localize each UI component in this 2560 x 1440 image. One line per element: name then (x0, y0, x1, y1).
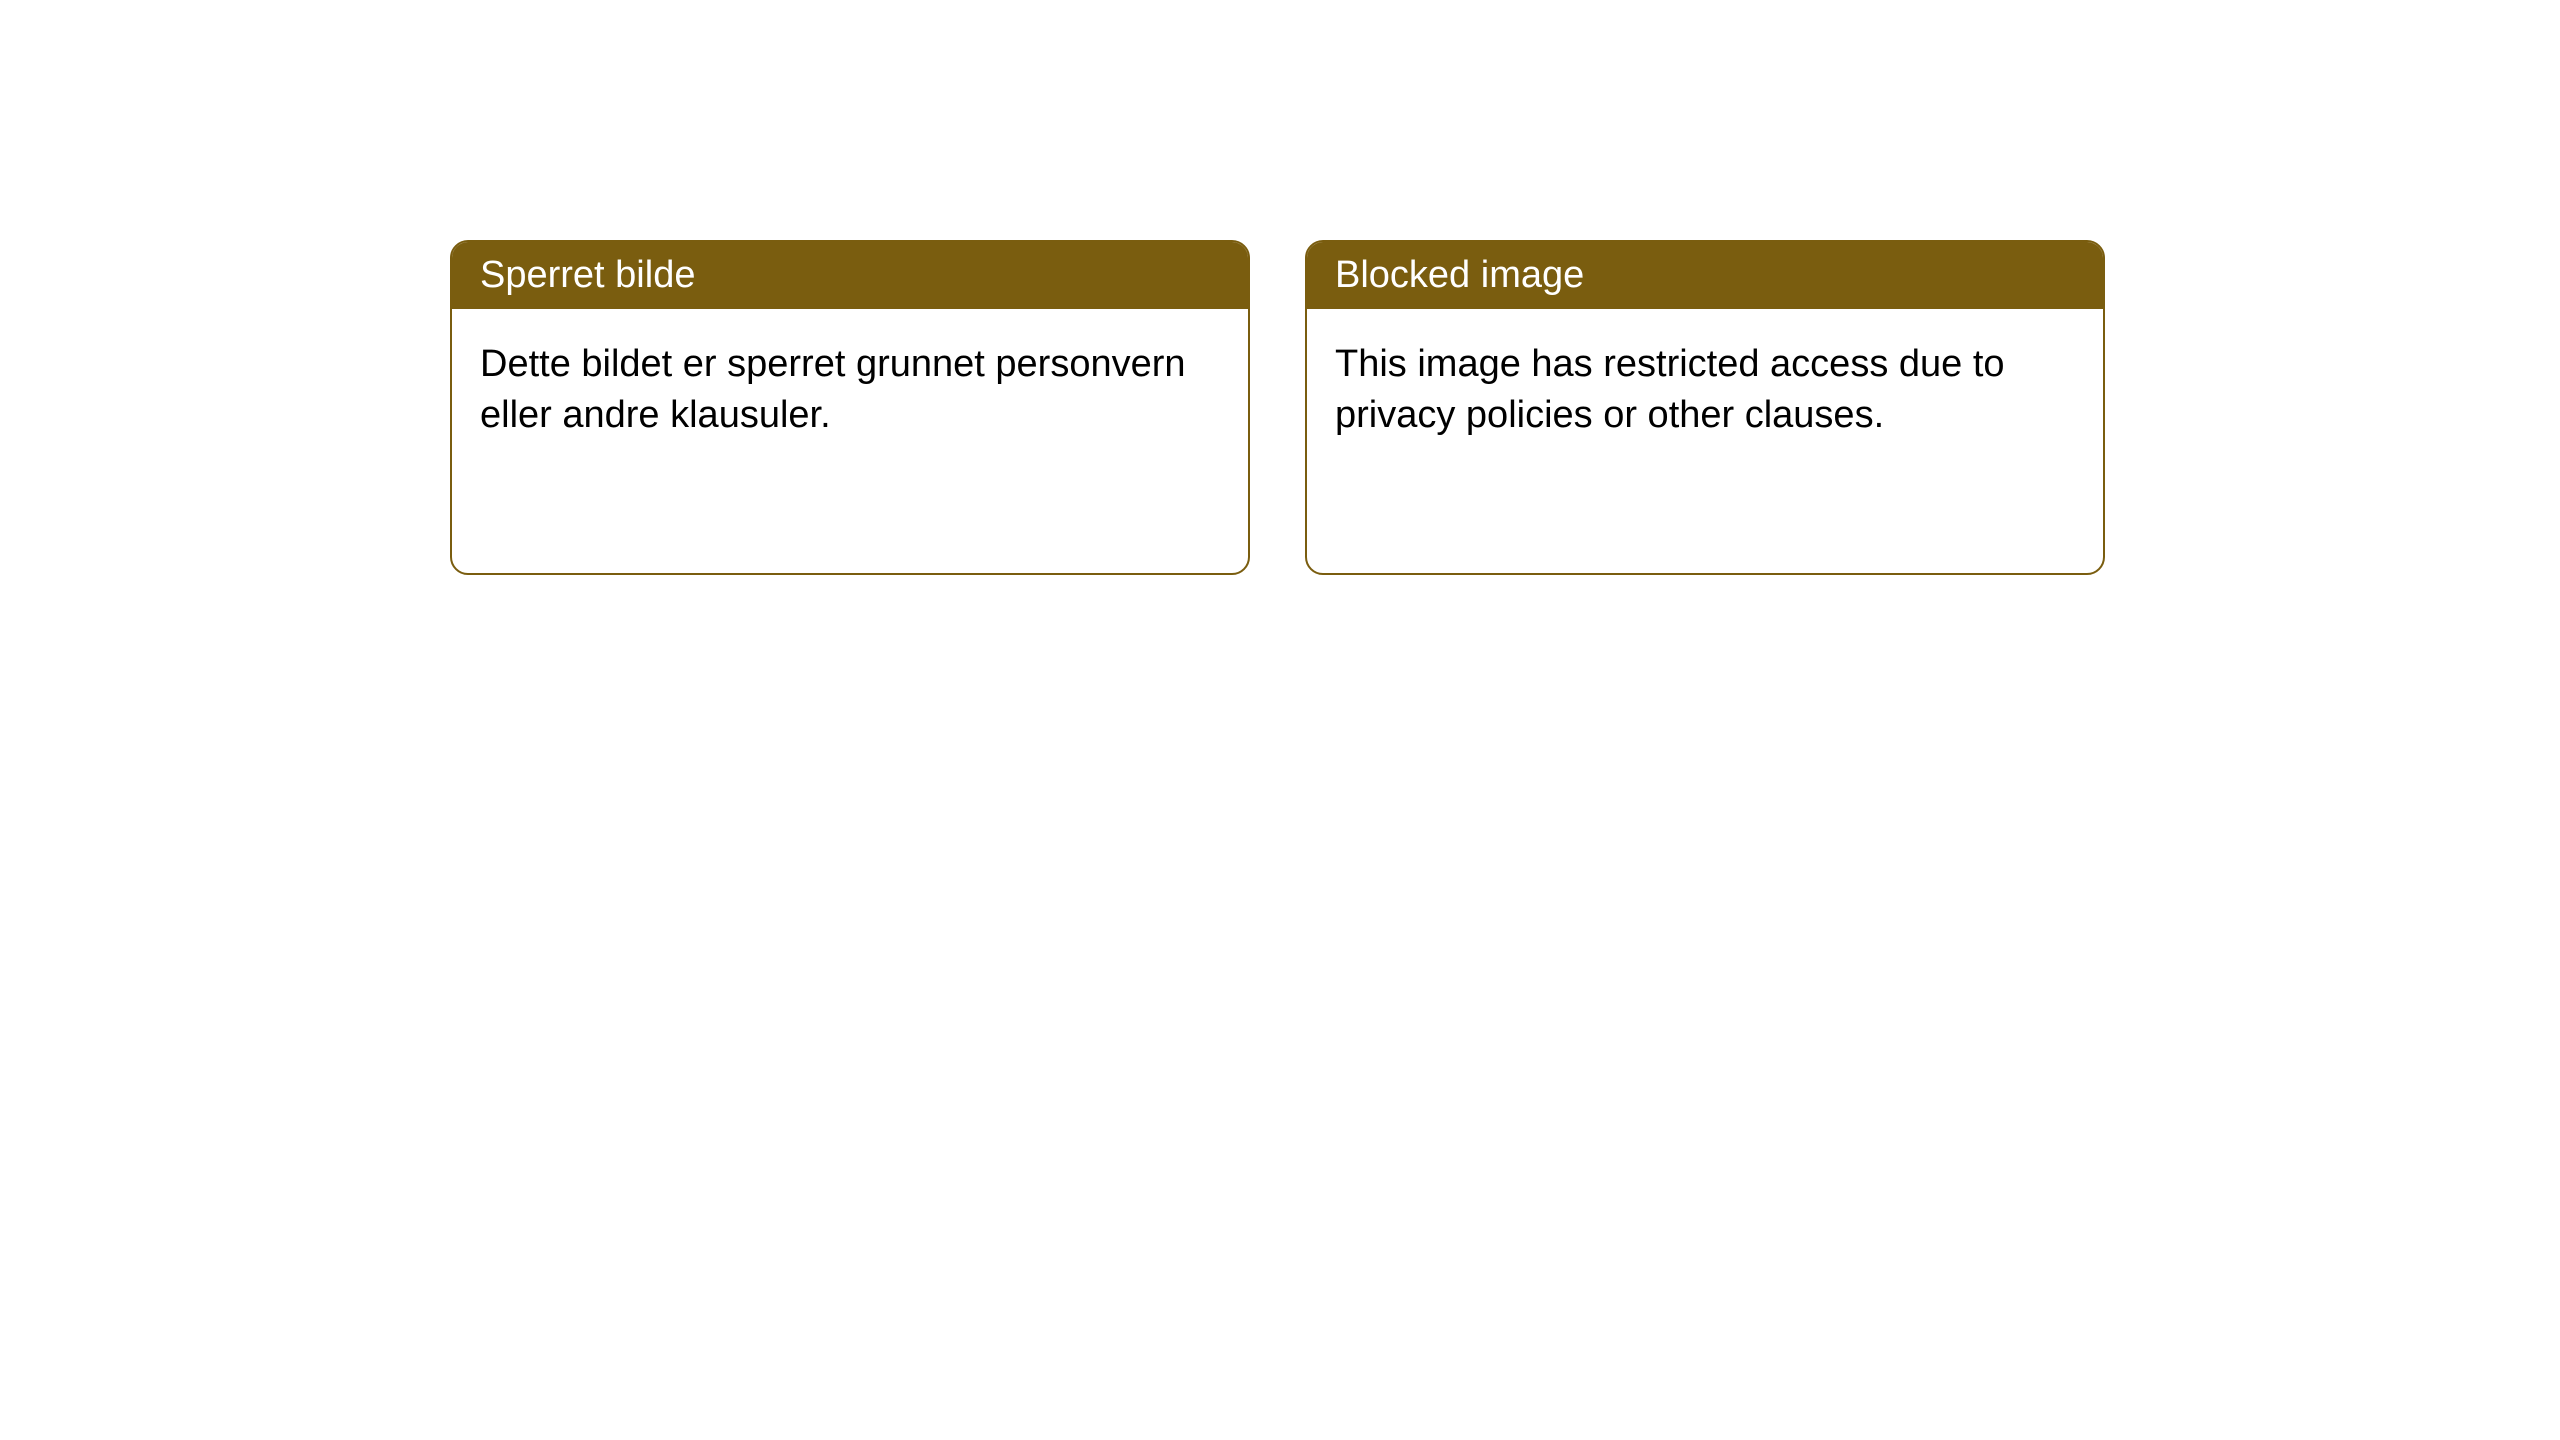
notice-card-english: Blocked image This image has restricted … (1305, 240, 2105, 575)
card-body: This image has restricted access due to … (1307, 309, 2103, 472)
notice-card-norwegian: Sperret bilde Dette bildet er sperret gr… (450, 240, 1250, 575)
card-body: Dette bildet er sperret grunnet personve… (452, 309, 1248, 472)
card-header: Blocked image (1307, 242, 2103, 309)
card-header: Sperret bilde (452, 242, 1248, 309)
notice-container: Sperret bilde Dette bildet er sperret gr… (0, 0, 2560, 575)
